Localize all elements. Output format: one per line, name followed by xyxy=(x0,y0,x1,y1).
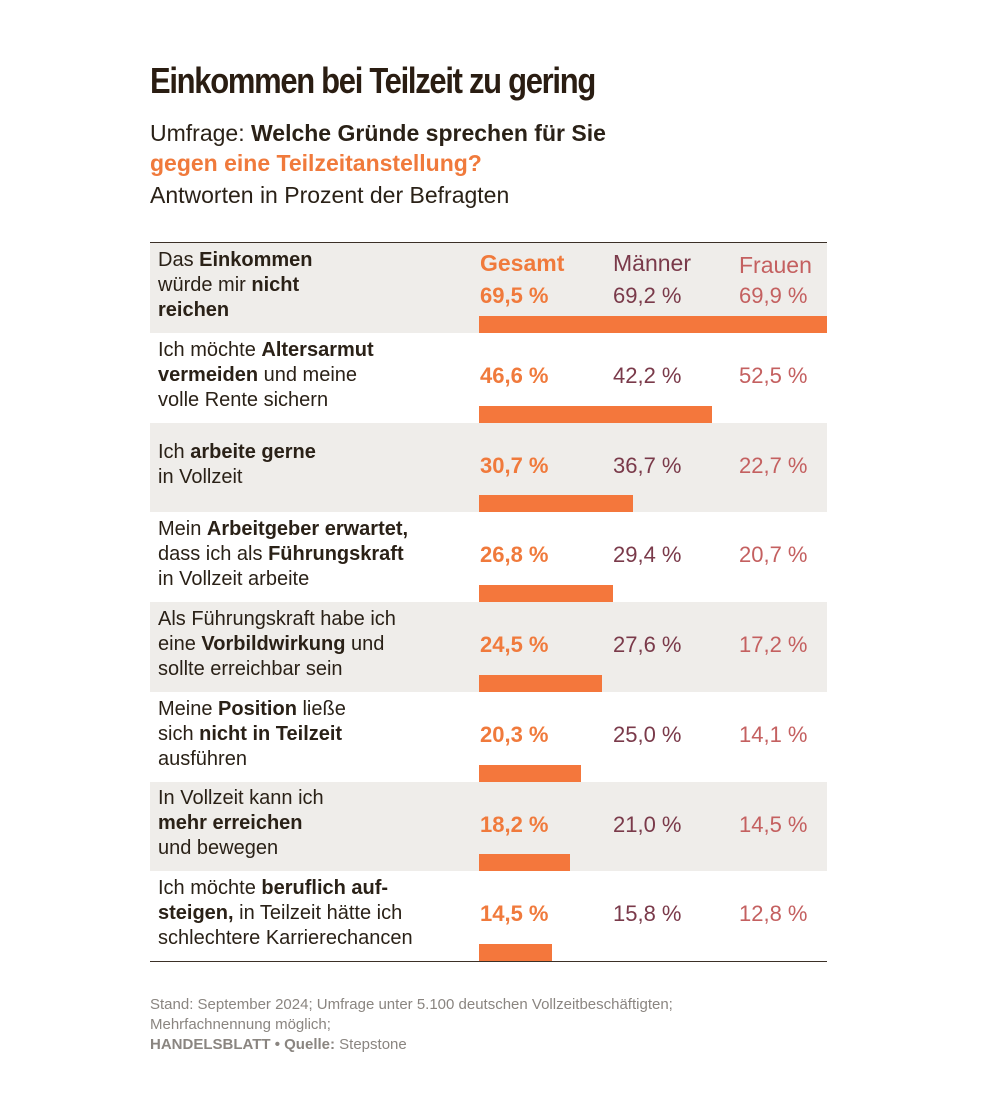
footer-credits: HANDELSBLATT • Quelle: Stepstone xyxy=(150,1035,850,1055)
row-label-part: beruflich auf- steigen, xyxy=(158,877,389,925)
value-women: 14,5 % xyxy=(739,811,808,837)
value-women: 12,8 % xyxy=(739,901,808,927)
row-label-part: Ich möchte xyxy=(158,338,262,361)
footer-line2: Mehrfachnennung möglich; xyxy=(150,1016,331,1033)
table-row: Ich möchte Altersarmut vermeiden und mei… xyxy=(150,333,827,423)
subtitle-question-part2: gegen eine Teilzeitanstellung? xyxy=(150,150,482,176)
row-label-part: in Vollzeit xyxy=(158,465,243,488)
subtitle-question: Umfrage: Welche Gründe sprechen für Sie xyxy=(150,118,850,148)
page-title: Einkommen bei Teilzeit zu gering xyxy=(150,60,596,101)
bar-total xyxy=(479,944,552,961)
subtitle-question-part1: Welche Gründe sprechen für Sie xyxy=(250,120,606,146)
bar-total xyxy=(479,405,713,423)
footer-publisher: HANDELSBLATT xyxy=(150,1036,271,1053)
column-header-women: Frauen xyxy=(739,252,812,278)
bar-total xyxy=(479,315,827,333)
subtitle-note: Antworten in Prozent der Befragten xyxy=(150,182,510,208)
results-table: Das Einkommen würde mir nicht reichen Ges… xyxy=(150,242,827,962)
value-men: 36,7 % xyxy=(613,452,682,478)
row-label-part: Einkommen xyxy=(199,248,313,271)
footer-separator: • xyxy=(270,1036,285,1053)
row-label-part: und bewegen xyxy=(158,837,279,860)
row-label-part: ließe sich xyxy=(158,697,346,745)
footer: Stand: September 2024; Umfrage unter 5.1… xyxy=(150,995,850,1055)
row-label-part: Ich xyxy=(158,440,191,463)
row-label-part: nicht in Teilzeit xyxy=(199,722,343,745)
value-women: 17,2 % xyxy=(739,632,808,657)
value-women: 69,9 % xyxy=(739,283,808,308)
row-label-part: Mein xyxy=(158,518,207,541)
row-label-part: Meine xyxy=(158,697,219,720)
value-men: 21,0 % xyxy=(613,811,682,837)
row-label-part: Position xyxy=(218,697,297,720)
row-label: Meine Position ließe sich nicht in Teilz… xyxy=(158,697,478,772)
value-women: 20,7 % xyxy=(739,542,808,568)
row-label-part: und sollte erreichbar sein xyxy=(158,632,385,680)
value-men: 15,8 % xyxy=(613,901,682,927)
row-label-part: in Vollzeit arbeite xyxy=(158,568,310,591)
row-label: In Vollzeit kann ich mehr erreichen und … xyxy=(158,786,478,861)
bar-total xyxy=(479,585,614,602)
row-label-part: nicht xyxy=(251,273,300,296)
row-label-part: Altersarmut xyxy=(261,338,374,361)
value-total: 69,5 % xyxy=(480,283,549,308)
column-header-men: Männer xyxy=(613,250,691,276)
table-row: In Vollzeit kann ich mehr erreichen und … xyxy=(150,781,827,872)
row-label-part: ausführen xyxy=(158,747,247,770)
row-label-part: vermeiden xyxy=(158,363,259,386)
table-row: Ich möchte beruflich auf- steigen, in Te… xyxy=(150,871,827,961)
footer-source-label: Quelle: xyxy=(284,1036,335,1053)
subtitle-prefix: Umfrage: xyxy=(150,120,251,146)
value-women: 52,5 % xyxy=(739,362,808,388)
row-label-part: und meine volle Rente sichern xyxy=(158,363,358,411)
value-men: 69,2 % xyxy=(613,283,682,308)
footer-source: Stepstone xyxy=(335,1036,407,1053)
column-header-total: Gesamt xyxy=(480,250,565,276)
value-women: 22,7 % xyxy=(739,452,808,478)
bar-total xyxy=(479,674,602,692)
value-men: 29,4 % xyxy=(613,542,682,568)
value-men: 42,2 % xyxy=(613,362,682,388)
value-total: 26,8 % xyxy=(480,542,549,568)
value-total: 14,5 % xyxy=(480,901,549,927)
row-label: Als Führungskraft habe ich eine Vorbildw… xyxy=(158,607,478,682)
value-total: 24,5 % xyxy=(480,632,549,657)
row-label: Ich möchte beruflich auf- steigen, in Te… xyxy=(158,876,478,951)
bar-total xyxy=(479,764,581,782)
row-label-part: Arbeitgeber erwartet, xyxy=(206,518,409,541)
row-label-part: Als Führungskraft habe ich eine xyxy=(158,607,396,655)
row-label: Das Einkommen würde mir nicht reichen xyxy=(158,248,478,323)
value-women: 14,1 % xyxy=(739,721,808,747)
row-label-part: Ich möchte xyxy=(158,877,262,900)
row-label: Ich arbeite gerne in Vollzeit xyxy=(158,440,478,490)
row-label-part: reichen xyxy=(158,298,230,321)
value-total: 46,6 % xyxy=(480,362,549,388)
row-label: Mein Arbeitgeber erwartet, dass ich als … xyxy=(158,517,478,592)
row-label-part: arbeite gerne xyxy=(190,440,316,463)
bar-total xyxy=(479,854,571,872)
row-label: Ich möchte Altersarmut vermeiden und mei… xyxy=(158,338,478,413)
row-label-part: Führungskraft xyxy=(268,543,404,566)
value-men: 25,0 % xyxy=(613,721,682,747)
value-total: 20,3 % xyxy=(480,721,549,747)
table-row: Ich arbeite gerne in Vollzeit 30,7 % 36,7 … xyxy=(150,422,827,513)
row-label-part: würde mir xyxy=(158,273,246,296)
row-label-part: dass ich als xyxy=(158,543,263,566)
table-row: Als Führungskraft habe ich eine Vorbildw… xyxy=(150,602,827,692)
row-label-part: mehr erreichen xyxy=(158,812,303,835)
footer-line1: Stand: September 2024; Umfrage unter 5.1… xyxy=(150,996,673,1013)
row-label-part: Vorbildwirkung xyxy=(201,632,346,655)
row-label-part: Das xyxy=(158,248,200,271)
table-row: Das Einkommen würde mir nicht reichen Ges… xyxy=(150,243,827,333)
row-label-part: in Teilzeit hätte ich schlechtere Karrie… xyxy=(158,902,413,950)
value-total: 30,7 % xyxy=(480,452,549,478)
table-row: Meine Position ließe sich nicht in Teilz… xyxy=(150,692,827,782)
value-total: 18,2 % xyxy=(480,811,549,837)
table-row: Mein Arbeitgeber erwartet, dass ich als … xyxy=(150,512,827,602)
value-men: 27,6 % xyxy=(613,632,682,657)
bar-total xyxy=(479,495,633,513)
row-label-part: In Vollzeit kann ich xyxy=(158,787,324,810)
